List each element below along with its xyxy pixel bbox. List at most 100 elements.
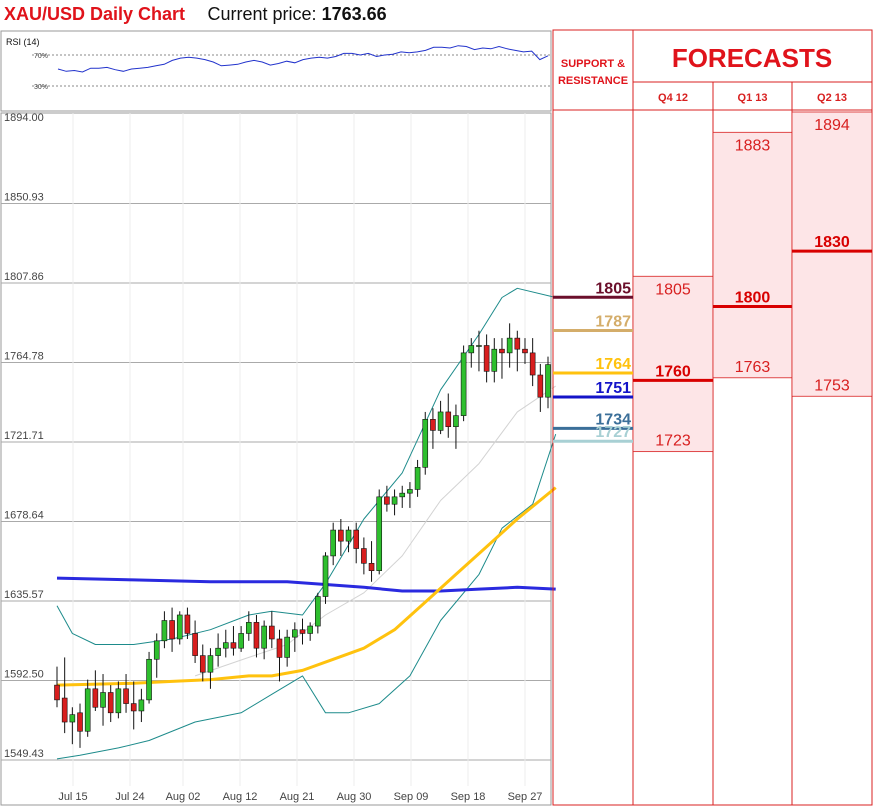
candle (529, 338, 536, 387)
candle-body (491, 348, 498, 372)
candle (238, 626, 244, 652)
forecast-range-box (791, 111, 873, 397)
candle (453, 404, 459, 449)
candle-body (361, 548, 367, 564)
y-tick-label: 1850.93 (4, 191, 44, 203)
current-price: Current price: 1763.66 (208, 4, 387, 24)
candle-body (307, 625, 313, 634)
candle-body (430, 419, 436, 431)
candle (437, 400, 444, 435)
y-tick-label: 1764.78 (4, 351, 44, 363)
candle-body (522, 348, 528, 354)
forecast-high: 1894 (814, 117, 850, 134)
candle-body (115, 688, 122, 714)
candle (230, 626, 237, 656)
column-header: Q2 13 (817, 92, 847, 104)
candle-body (207, 655, 214, 673)
x-tick-label: Aug 12 (223, 791, 258, 803)
candle-body (315, 596, 321, 627)
series-bb-mid (194, 385, 556, 677)
candle-body (414, 467, 421, 490)
forecast-low: 1753 (814, 377, 850, 394)
candle (284, 629, 290, 667)
candle-body (192, 633, 198, 656)
candle-body (84, 688, 91, 732)
candle (430, 408, 436, 449)
column-header: Q1 13 (738, 92, 768, 104)
candle-body (92, 688, 99, 708)
series-ma-yellow (56, 486, 557, 687)
x-tick-label: Aug 30 (337, 791, 372, 803)
candle (307, 622, 313, 641)
candle-body (161, 620, 168, 642)
candle (315, 592, 321, 634)
candle-body (184, 614, 191, 634)
candle-body (61, 697, 68, 723)
forecast-table: FORECASTS SUPPORT & RESISTANCE Q4 12 Q1 13 Q2… (552, 29, 873, 806)
candle (100, 674, 106, 726)
candle (330, 522, 336, 566)
candle-body (269, 625, 275, 640)
forecast-target: 1830 (814, 234, 850, 251)
candle-body (345, 529, 352, 542)
candle (107, 685, 114, 723)
candle-body (253, 622, 260, 649)
sr-level-value: 1727 (595, 424, 631, 441)
candle (261, 620, 267, 660)
candle-body (54, 684, 60, 701)
candle (407, 482, 413, 508)
x-tick-label: Aug 02 (166, 791, 201, 803)
candle (422, 411, 429, 475)
candle-body (77, 712, 83, 732)
candle (222, 629, 229, 658)
candle (545, 356, 551, 409)
candle-body (138, 699, 145, 712)
candle-body (399, 492, 406, 498)
candle (92, 670, 99, 711)
candle-body (69, 714, 76, 723)
candle (215, 633, 221, 667)
candle-body (506, 337, 513, 354)
x-tick-label: Aug 21 (280, 791, 315, 803)
candle-body (299, 629, 306, 634)
candle (245, 611, 252, 641)
forecast-target: 1760 (655, 363, 691, 380)
candle (253, 614, 260, 658)
y-tick-label: 1592.50 (4, 669, 44, 681)
candle (353, 522, 360, 564)
candle-body (514, 337, 521, 350)
candle (269, 611, 275, 649)
candle-body (407, 489, 413, 494)
candle (199, 644, 206, 682)
candle (491, 338, 498, 383)
x-tick-label: Jul 24 (115, 791, 144, 803)
candle-body (391, 496, 398, 505)
candle (322, 552, 329, 604)
series-bb-upper (56, 287, 556, 645)
forecast-high: 1805 (655, 281, 691, 298)
candle (384, 485, 390, 512)
sr-level-value: 1751 (595, 380, 631, 397)
candle (84, 679, 91, 737)
sr-heading-line1: SUPPORT & (561, 58, 625, 70)
candle-body (153, 640, 160, 660)
chart-title: XAU/USD Daily Chart (4, 4, 186, 24)
candle (537, 363, 544, 412)
y-tick-label: 1894.00 (4, 112, 44, 124)
forecast-range-box (712, 131, 793, 379)
current-price-value: 1763.66 (321, 4, 387, 24)
candle (376, 489, 383, 575)
candle (276, 629, 283, 682)
candle (153, 633, 160, 678)
candle-body (284, 636, 290, 658)
candle (123, 674, 129, 713)
candle-body (222, 642, 229, 649)
candle (476, 330, 482, 372)
candle-body (422, 419, 429, 468)
candle (460, 345, 467, 422)
candle-body (199, 655, 206, 673)
forecast-low: 1763 (735, 359, 771, 376)
candle (514, 330, 521, 372)
candle (345, 526, 352, 553)
sr-level-value: 1764 (595, 356, 631, 373)
